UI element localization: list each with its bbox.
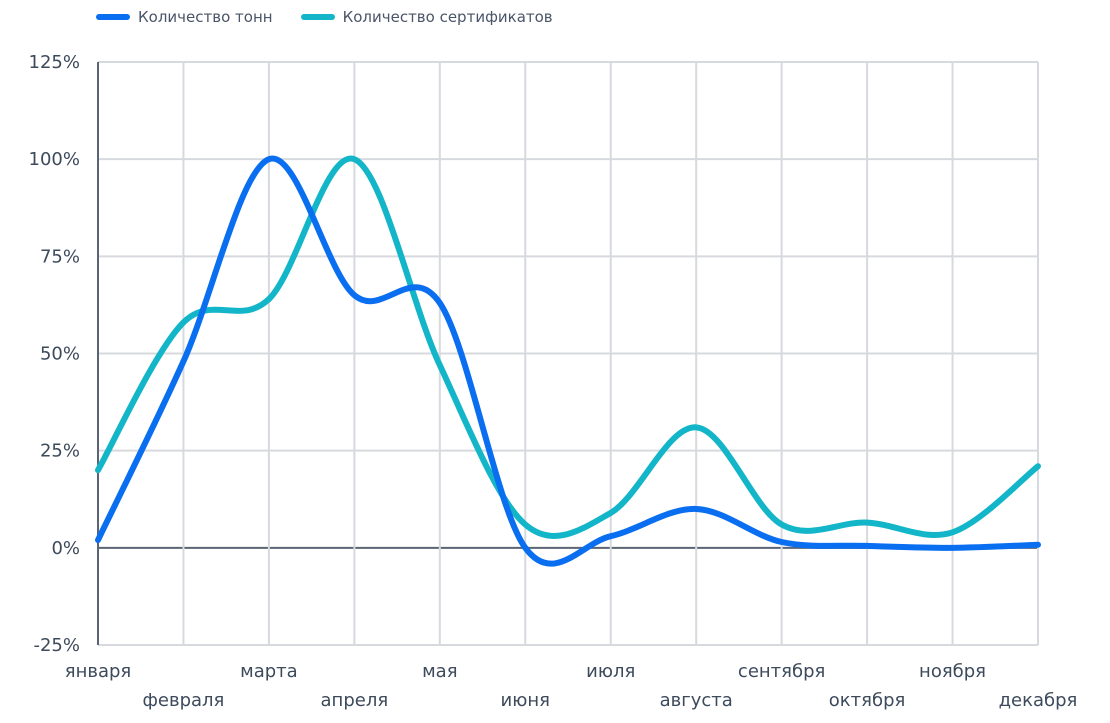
x-axis-ticks: января февраля марта апреля мая июня июля авгус… bbox=[65, 661, 1078, 711]
x-tick-label: октября bbox=[829, 690, 906, 711]
x-tick-label: июня bbox=[501, 690, 550, 711]
series-lines bbox=[95, 155, 1041, 567]
legend-label-tons: Количество тонн bbox=[138, 8, 273, 26]
y-tick-label: 100% bbox=[29, 149, 80, 170]
x-tick-label: сентября bbox=[738, 661, 825, 682]
y-axis-ticks: -25% 0% 25% 50% 75% 100% 125% bbox=[29, 52, 80, 656]
x-tick-label: мая bbox=[422, 661, 457, 682]
y-tick-label: 25% bbox=[40, 441, 80, 462]
y-tick-label: 0% bbox=[51, 538, 80, 559]
x-tick-label: декабря bbox=[999, 690, 1078, 711]
x-tick-label: июля bbox=[586, 661, 635, 682]
legend: Количество тонн Количество сертификатов bbox=[96, 8, 553, 26]
x-tick-label: марта bbox=[240, 661, 298, 682]
y-tick-label: 75% bbox=[40, 246, 80, 267]
legend-item-certificates[interactable]: Количество сертификатов bbox=[300, 8, 553, 26]
y-tick-label: 125% bbox=[29, 52, 80, 73]
x-tick-label: апреля bbox=[321, 690, 389, 711]
legend-swatch-certificates bbox=[300, 14, 335, 20]
x-tick-label: января bbox=[65, 661, 132, 682]
y-tick-label: 50% bbox=[40, 344, 80, 365]
x-tick-label: февраля bbox=[143, 690, 225, 711]
legend-label-certificates: Количество сертификатов bbox=[342, 8, 553, 26]
x-tick-label: ноября bbox=[919, 661, 986, 682]
legend-swatch-tons bbox=[96, 14, 130, 20]
x-tick-label: августа bbox=[660, 690, 733, 711]
series-line-tons bbox=[95, 155, 1041, 567]
legend-item-tons[interactable]: Количество тонн bbox=[96, 8, 273, 26]
y-tick-label: -25% bbox=[33, 635, 80, 656]
series-line-certificates bbox=[95, 155, 1041, 539]
